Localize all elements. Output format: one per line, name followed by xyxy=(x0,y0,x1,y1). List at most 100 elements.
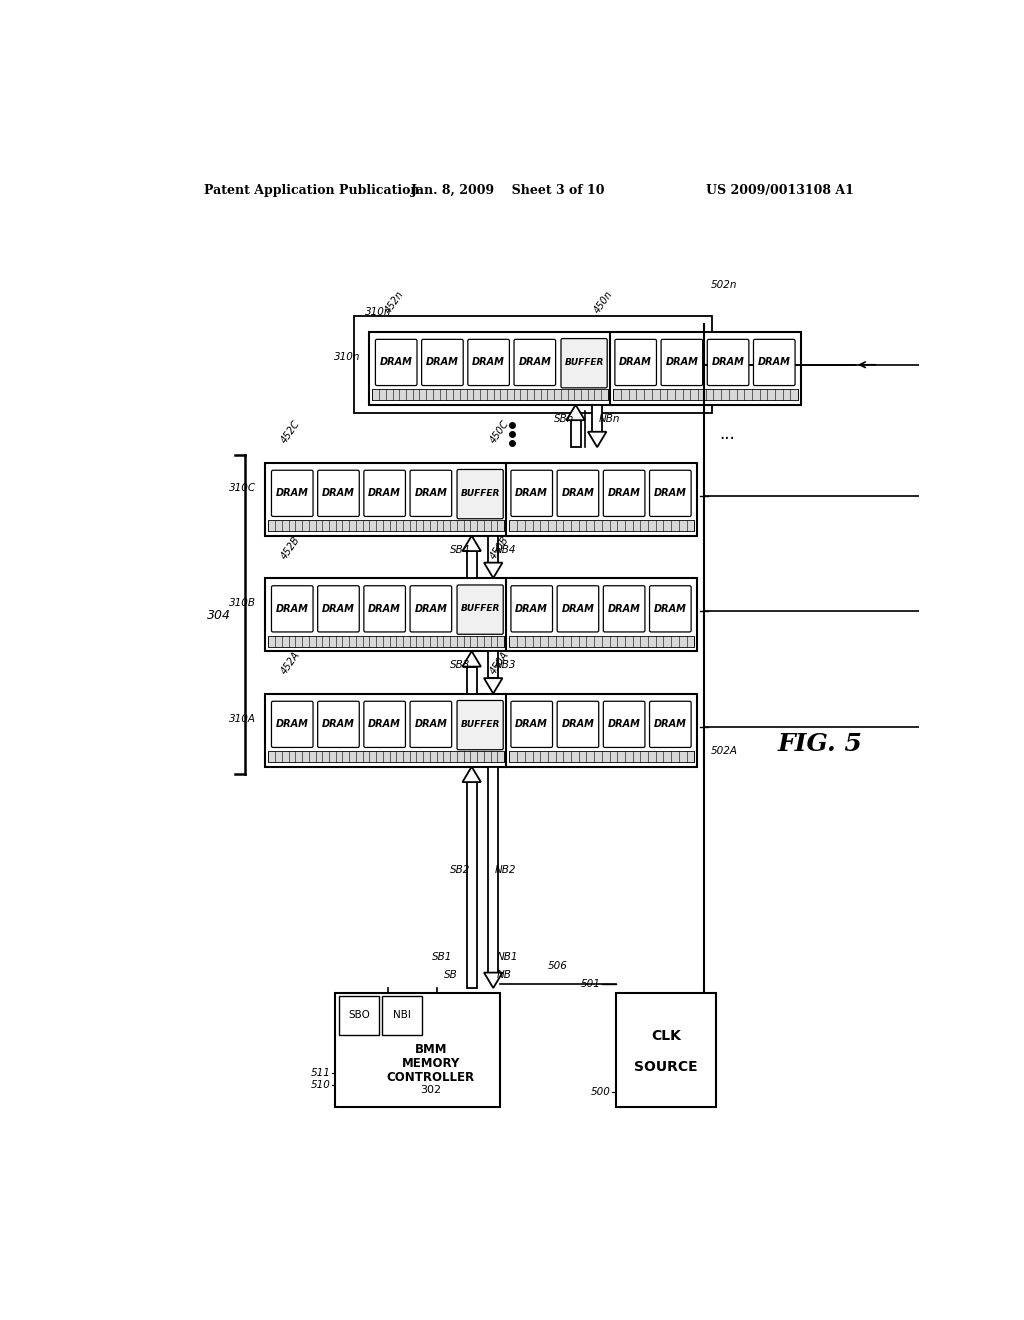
Text: NBI: NBI xyxy=(393,1010,412,1020)
FancyBboxPatch shape xyxy=(511,470,553,516)
Text: 310B: 310B xyxy=(229,598,256,609)
Text: DRAM: DRAM xyxy=(515,603,548,614)
Bar xyxy=(506,693,697,767)
Text: 500: 500 xyxy=(591,1086,611,1097)
FancyBboxPatch shape xyxy=(649,470,691,516)
Text: DRAM: DRAM xyxy=(758,358,791,367)
Text: DRAM: DRAM xyxy=(607,719,641,730)
Text: DRAM: DRAM xyxy=(415,488,447,499)
Bar xyxy=(615,993,716,1107)
FancyBboxPatch shape xyxy=(457,701,503,750)
Polygon shape xyxy=(484,678,503,693)
Bar xyxy=(335,993,500,1107)
Text: SBn: SBn xyxy=(554,413,574,424)
FancyBboxPatch shape xyxy=(603,586,645,632)
Text: ...: ... xyxy=(720,425,735,444)
FancyBboxPatch shape xyxy=(649,586,691,632)
FancyBboxPatch shape xyxy=(614,339,656,385)
Polygon shape xyxy=(588,432,606,447)
FancyBboxPatch shape xyxy=(271,470,313,516)
Text: DRAM: DRAM xyxy=(369,603,401,614)
FancyBboxPatch shape xyxy=(376,339,417,385)
Text: BUFFER: BUFFER xyxy=(461,488,500,498)
Text: 452n: 452n xyxy=(383,289,406,314)
Text: 450A: 450A xyxy=(488,649,511,677)
Bar xyxy=(610,331,801,405)
Text: SB3: SB3 xyxy=(450,660,470,671)
Polygon shape xyxy=(467,552,477,578)
Text: 452A: 452A xyxy=(280,649,302,677)
Text: FIG. 5: FIG. 5 xyxy=(777,731,862,755)
Text: DRAM: DRAM xyxy=(607,488,641,499)
Text: 310A: 310A xyxy=(229,714,256,723)
Bar xyxy=(265,693,507,767)
Polygon shape xyxy=(463,651,481,667)
FancyBboxPatch shape xyxy=(557,701,599,747)
Text: SB1: SB1 xyxy=(432,952,453,962)
FancyBboxPatch shape xyxy=(271,701,313,747)
FancyBboxPatch shape xyxy=(649,701,691,747)
FancyBboxPatch shape xyxy=(364,586,406,632)
Polygon shape xyxy=(488,536,499,562)
Text: DRAM: DRAM xyxy=(654,719,687,730)
FancyBboxPatch shape xyxy=(271,586,313,632)
Text: DRAM: DRAM xyxy=(275,603,308,614)
Text: DRAM: DRAM xyxy=(666,358,698,367)
Text: NB3: NB3 xyxy=(495,660,516,671)
Text: SB2: SB2 xyxy=(450,865,470,875)
Polygon shape xyxy=(566,405,585,420)
Text: 510: 510 xyxy=(311,1081,331,1090)
Text: DRAM: DRAM xyxy=(620,358,652,367)
Text: SOURCE: SOURCE xyxy=(634,1060,697,1074)
Text: NB4: NB4 xyxy=(495,545,516,554)
Text: BMM: BMM xyxy=(415,1043,447,1056)
FancyBboxPatch shape xyxy=(514,339,556,385)
FancyBboxPatch shape xyxy=(511,701,553,747)
Text: 511: 511 xyxy=(311,1068,331,1078)
Bar xyxy=(265,578,507,651)
Text: MEMORY: MEMORY xyxy=(401,1056,460,1069)
Text: 450n: 450n xyxy=(593,289,615,314)
Bar xyxy=(268,636,504,647)
Text: 310n: 310n xyxy=(334,352,360,362)
Text: DRAM: DRAM xyxy=(322,603,355,614)
FancyBboxPatch shape xyxy=(364,701,406,747)
FancyBboxPatch shape xyxy=(410,470,452,516)
FancyBboxPatch shape xyxy=(754,339,795,385)
FancyBboxPatch shape xyxy=(364,470,406,516)
Text: DRAM: DRAM xyxy=(561,719,594,730)
FancyBboxPatch shape xyxy=(317,586,359,632)
Text: 450B: 450B xyxy=(488,535,511,561)
Text: Jan. 8, 2009    Sheet 3 of 10: Jan. 8, 2009 Sheet 3 of 10 xyxy=(411,185,605,197)
Text: CLK: CLK xyxy=(651,1030,681,1043)
Text: SBO: SBO xyxy=(348,1010,371,1020)
Text: US 2009/0013108 A1: US 2009/0013108 A1 xyxy=(707,185,854,197)
FancyBboxPatch shape xyxy=(708,339,749,385)
FancyBboxPatch shape xyxy=(410,701,452,747)
Text: 452C: 452C xyxy=(280,418,302,446)
Text: BUFFER: BUFFER xyxy=(461,719,500,729)
Polygon shape xyxy=(463,767,481,781)
Text: NB2: NB2 xyxy=(495,865,516,875)
Polygon shape xyxy=(463,536,481,552)
Bar xyxy=(339,997,379,1035)
Bar xyxy=(382,997,422,1035)
FancyBboxPatch shape xyxy=(561,339,607,388)
Text: BUFFER: BUFFER xyxy=(564,358,604,367)
Text: 502n: 502n xyxy=(711,280,737,290)
Bar xyxy=(354,317,712,412)
Text: DRAM: DRAM xyxy=(415,603,447,614)
Text: NBn: NBn xyxy=(599,413,621,424)
Text: 502A: 502A xyxy=(711,746,737,756)
Polygon shape xyxy=(592,405,602,432)
Bar xyxy=(506,578,697,651)
FancyBboxPatch shape xyxy=(410,586,452,632)
Text: NB1: NB1 xyxy=(497,952,518,962)
Text: 450C: 450C xyxy=(488,418,511,446)
Text: DRAM: DRAM xyxy=(518,358,551,367)
Bar xyxy=(613,389,798,400)
Text: DRAM: DRAM xyxy=(275,488,308,499)
Polygon shape xyxy=(488,651,499,678)
FancyBboxPatch shape xyxy=(662,339,702,385)
Text: DRAM: DRAM xyxy=(561,488,594,499)
